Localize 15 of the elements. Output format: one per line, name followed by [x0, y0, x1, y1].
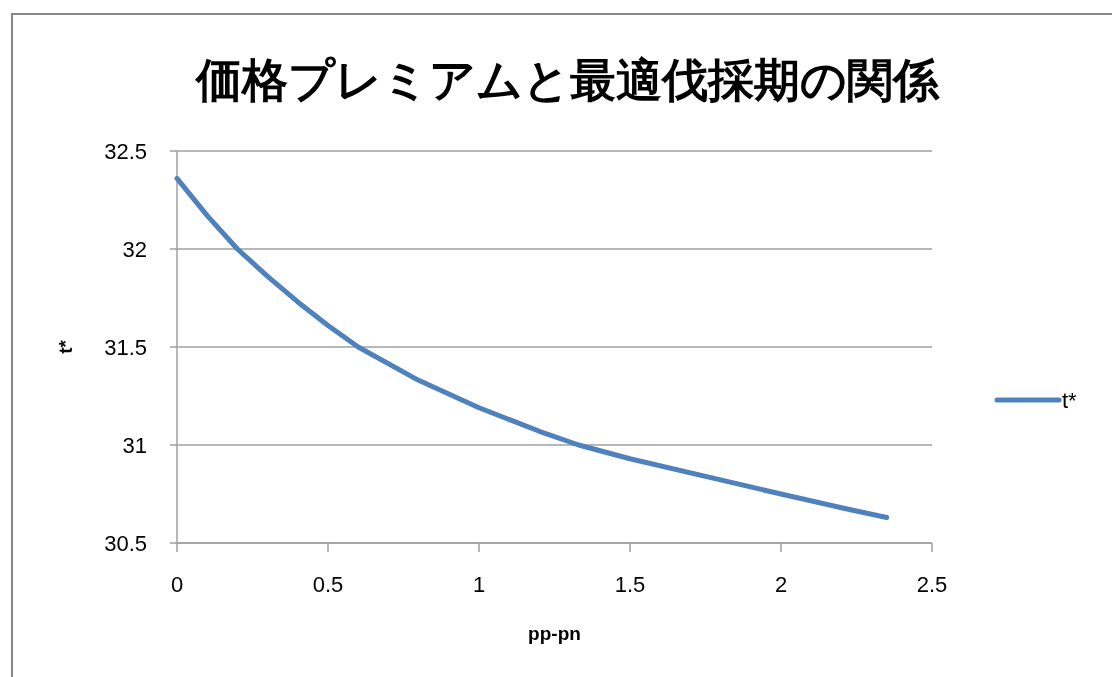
y-tick-label: 32.5 [104, 139, 147, 164]
y-tick-label: 32 [122, 237, 147, 262]
x-tick-label: 2.5 [916, 572, 948, 597]
x-tick-label: 0 [170, 572, 184, 597]
x-tick-label: 1 [472, 572, 486, 597]
y-tick-label: 30.5 [104, 531, 147, 556]
y-tick-label: 31.5 [104, 335, 147, 360]
x-axis-title: pp-pn [528, 623, 581, 644]
chart-title: 価格プレミアムと最適伐採期の関係 [193, 54, 940, 106]
x-tick-label: 0.5 [312, 572, 344, 597]
x-tick-label: 1.5 [614, 572, 646, 597]
legend-label: t* [1062, 388, 1078, 413]
x-tick-label: 2 [774, 572, 788, 597]
y-tick-label: 31 [122, 433, 147, 458]
y-axis-title: t* [55, 339, 76, 354]
